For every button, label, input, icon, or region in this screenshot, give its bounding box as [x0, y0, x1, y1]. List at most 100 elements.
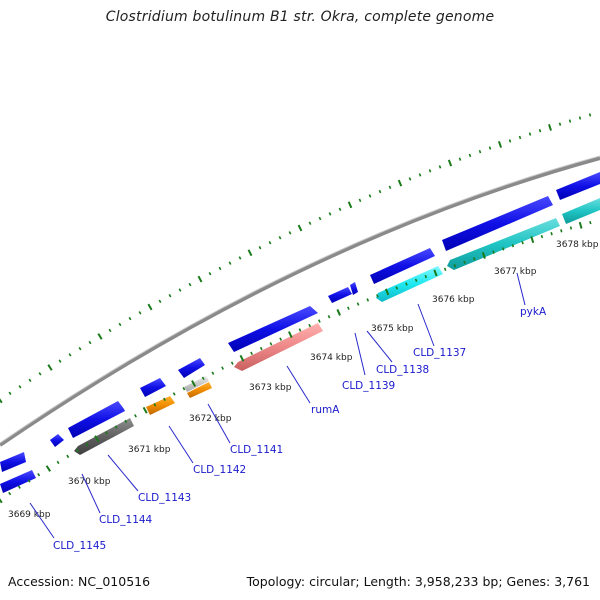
scale-tick	[108, 328, 112, 333]
gene-label-CLD_1142[interactable]: CLD_1142	[193, 464, 246, 476]
scale-tick	[366, 298, 370, 302]
scale-tick	[308, 221, 312, 225]
feature-cds[interactable]	[350, 282, 358, 295]
gene-label-CLD_1137[interactable]: CLD_1137	[413, 347, 466, 359]
scale-tick	[560, 229, 563, 233]
feature-CLD_1143[interactable]	[74, 418, 134, 455]
feature-cds[interactable]	[178, 358, 205, 378]
gene-label-CLD_1139[interactable]: CLD_1139	[342, 380, 395, 392]
kbp-label: 3678 kbp	[556, 240, 599, 250]
gene-label-pykA[interactable]: pykA	[520, 306, 547, 318]
feature-cds[interactable]	[140, 378, 166, 397]
scale-tick	[278, 236, 282, 240]
scale-tick	[528, 132, 532, 136]
scale-tick	[578, 221, 583, 229]
scale-tick	[201, 376, 205, 380]
scale-tick	[368, 194, 372, 198]
scale-tick	[488, 146, 492, 150]
feature-CLD_1141-light[interactable]	[184, 376, 209, 392]
feature-rumA[interactable]	[234, 323, 323, 371]
scale-tick	[97, 333, 103, 340]
scale-tick	[17, 485, 21, 489]
scale-tick	[211, 371, 215, 375]
scale-tick	[94, 435, 100, 442]
scale-tick	[395, 286, 399, 290]
scale-tick	[558, 122, 562, 126]
genome-backbone	[0, 156, 600, 447]
scale-tick	[259, 346, 263, 351]
scale-tick	[540, 234, 544, 239]
feature-cds[interactable]	[442, 196, 553, 251]
kbp-label: 3677 kbp	[494, 267, 537, 277]
scale-tick	[279, 337, 283, 341]
scale-tick	[388, 185, 392, 190]
scale-tick	[78, 346, 82, 351]
feature-cds[interactable]	[328, 287, 352, 303]
scale-tick	[85, 442, 89, 447]
feature-cds[interactable]	[68, 401, 125, 438]
feature-cds[interactable]	[0, 470, 36, 493]
scale-tick	[188, 282, 192, 287]
kbp-label: 3674 kbp	[310, 353, 353, 363]
feature-pykA[interactable]	[447, 218, 560, 270]
scale-tick	[588, 113, 592, 117]
scale-tick	[128, 316, 132, 321]
scale-tick	[178, 288, 182, 292]
scale-tick	[568, 119, 572, 123]
scale-tick	[327, 315, 331, 319]
kbp-label: 3670 kbp	[68, 477, 111, 487]
scale-tick	[569, 226, 573, 230]
scale-tick	[405, 282, 408, 286]
gene-label-CLD_1143[interactable]: CLD_1143	[138, 492, 191, 504]
outer-scale-ticks	[0, 113, 592, 404]
scale-tick	[347, 306, 350, 310]
feature-cds[interactable]	[228, 306, 318, 352]
scale-tick	[358, 198, 362, 203]
feature-cds[interactable]	[0, 452, 26, 472]
feature-cds[interactable]	[50, 434, 64, 447]
reverse-strand-features	[0, 198, 600, 493]
gene-label-CLD_1144[interactable]: CLD_1144	[99, 514, 153, 526]
gene-label-CLD_1141[interactable]: CLD_1141	[230, 444, 283, 456]
scale-tick	[530, 236, 535, 244]
kbp-labels: 3669 kbp 3670 kbp 3671 kbp 3672 kbp 3673…	[8, 240, 599, 520]
scale-tick	[297, 224, 303, 232]
scale-tick	[247, 249, 253, 257]
scale-tick	[338, 207, 342, 211]
scale-tick	[589, 220, 592, 225]
scale-tick	[438, 165, 442, 169]
feature-cds-teal[interactable]	[562, 198, 600, 224]
scale-tick	[458, 157, 462, 161]
forward-strand-features	[0, 172, 600, 472]
scale-tick	[318, 319, 321, 323]
scale-tick	[288, 331, 293, 338]
feature-cds[interactable]	[556, 172, 600, 200]
feature-CLD_1142[interactable]	[146, 396, 175, 415]
gene-label-CLD_1138[interactable]: CLD_1138	[376, 364, 429, 376]
scale-tick	[268, 240, 272, 245]
scale-tick	[538, 129, 542, 133]
scale-tick	[134, 414, 137, 418]
scale-tick	[8, 491, 12, 496]
scale-tick	[56, 460, 60, 465]
scale-tick	[147, 303, 153, 311]
scale-tick	[68, 353, 72, 357]
scale-tick	[384, 288, 390, 296]
feature-cds[interactable]	[370, 248, 435, 284]
scale-tick	[153, 403, 157, 407]
scale-tick	[443, 267, 447, 271]
scale-tick	[397, 179, 403, 187]
scale-tick	[518, 135, 522, 140]
gene-label-CLD_1145[interactable]: CLD_1145	[53, 540, 106, 552]
scale-tick	[453, 264, 457, 268]
feature-CLD_1141[interactable]	[187, 382, 212, 398]
scale-tick	[347, 201, 353, 209]
scale-tick	[318, 216, 322, 221]
scale-tick	[47, 364, 53, 371]
gene-label-rumA[interactable]: rumA	[311, 404, 340, 416]
scale-tick	[521, 240, 524, 245]
scale-tick	[472, 257, 476, 261]
scale-tick	[104, 431, 108, 435]
feature-CLD_1137[interactable]	[376, 266, 443, 302]
scale-tick	[197, 275, 203, 283]
